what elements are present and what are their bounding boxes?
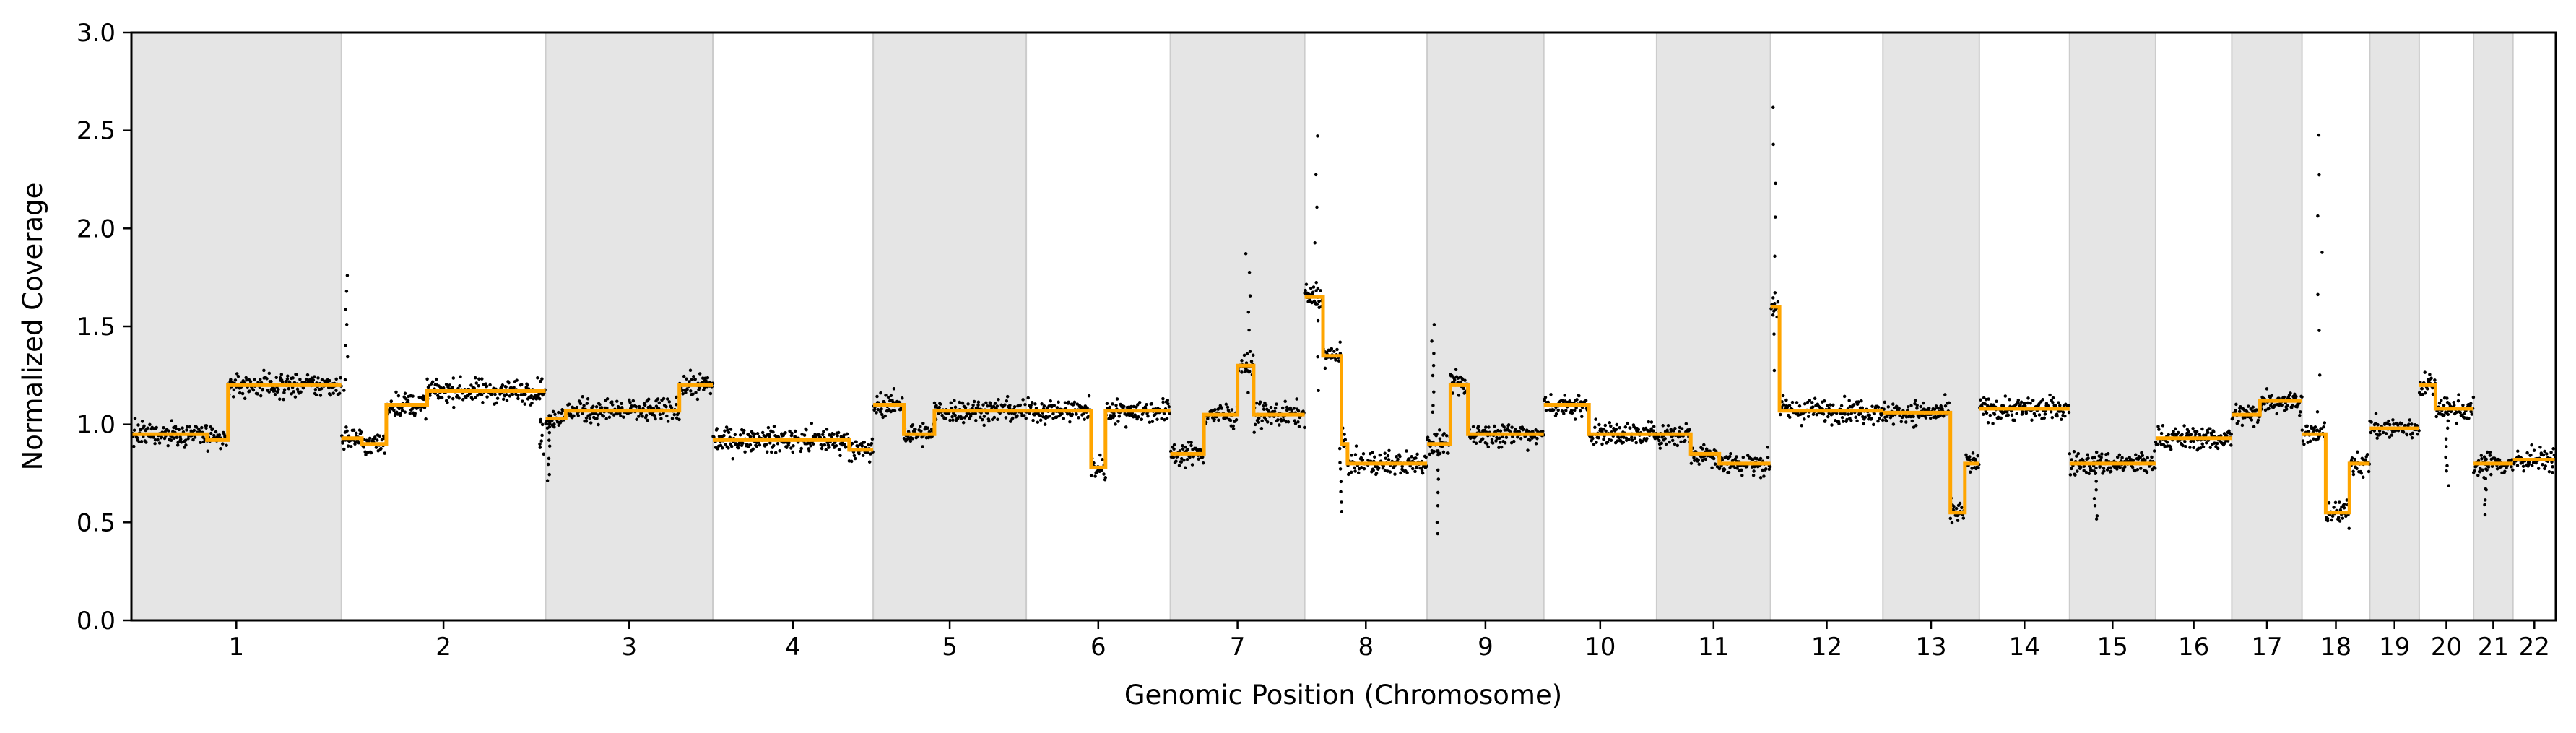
x-tick-label-chr3: 3 xyxy=(621,633,637,662)
x-tick-label-chr18: 18 xyxy=(2320,633,2351,662)
shade-band-chr11 xyxy=(1656,32,1771,620)
shade-band-chr21 xyxy=(2473,32,2513,620)
segment-chr20 xyxy=(2419,383,2474,411)
x-tick-label-chr7: 7 xyxy=(1230,633,1246,662)
points-chr4 xyxy=(711,421,875,464)
y-tick-label: 3.0 xyxy=(77,19,116,48)
points-chr8 xyxy=(1303,134,1428,513)
segment-chr9 xyxy=(1427,383,1544,446)
shade-band-chr7 xyxy=(1170,32,1305,620)
y-tick-label: 0.0 xyxy=(77,607,116,636)
x-tick-label-chr22: 22 xyxy=(2519,633,2550,662)
y-axis: 0.0 0.5 1.0 1.5 2.0 2.5 3.0 xyxy=(77,19,131,636)
x-tick-label-chr17: 17 xyxy=(2251,633,2282,662)
segment-lines xyxy=(131,295,2556,515)
shade-band-chr17 xyxy=(2232,32,2302,620)
shade-band-chr3 xyxy=(545,32,713,620)
x-tick-label-chr4: 4 xyxy=(785,633,801,662)
points-chr18 xyxy=(2300,133,2372,530)
x-tick-label-chr19: 19 xyxy=(2379,633,2410,662)
shade-band-chr19 xyxy=(2369,32,2419,620)
segment-chr12 xyxy=(1770,305,1883,413)
points-chr20 xyxy=(2417,370,2476,487)
y-tick-label: 2.5 xyxy=(77,117,116,146)
segment-chr3 xyxy=(545,383,713,420)
x-tick-label-chr15: 15 xyxy=(2097,633,2128,662)
x-tick-label-chr6: 6 xyxy=(1090,633,1106,662)
chromosome-shade-bands xyxy=(131,32,2514,620)
points-chr10 xyxy=(1543,392,1658,446)
x-tick-label-chr8: 8 xyxy=(1358,633,1374,662)
segment-chr18 xyxy=(2302,432,2370,515)
segment-chr5 xyxy=(873,403,1027,436)
shade-band-chr5 xyxy=(873,32,1027,620)
segment-chr10 xyxy=(1543,403,1657,436)
coverage-points xyxy=(130,105,2557,536)
x-tick-label-chr12: 12 xyxy=(1811,633,1842,662)
shade-band-chr9 xyxy=(1427,32,1544,620)
x-tick-label-chr5: 5 xyxy=(942,633,958,662)
x-tick-label-chr11: 11 xyxy=(1698,633,1729,662)
y-tick-label: 1.5 xyxy=(77,313,116,342)
y-tick-label: 1.0 xyxy=(77,411,116,440)
shade-band-chr1 xyxy=(131,32,342,620)
x-axis: 1 2 3 4 5 6 7 8 9 10 11 12 13 14 15 16 17 18 19 20 21 22 xyxy=(228,620,2550,662)
x-axis-label: Genomic Position (Chromosome) xyxy=(1124,680,1562,711)
x-tick-label-chr13: 13 xyxy=(1915,633,1946,662)
plot-frame xyxy=(130,31,2557,622)
segment-chr13 xyxy=(1883,410,1979,515)
shade-band-chr13 xyxy=(1883,32,1979,620)
x-tick-label-chr20: 20 xyxy=(2431,633,2462,662)
x-tick-label-chr21: 21 xyxy=(2478,633,2509,662)
segment-chr17 xyxy=(2232,399,2302,417)
points-chr2 xyxy=(340,274,547,456)
x-tick-label-chr10: 10 xyxy=(1584,633,1616,662)
segment-chr1 xyxy=(131,383,342,442)
x-tick-label-chr9: 9 xyxy=(1478,633,1493,662)
y-tick-label: 2.0 xyxy=(77,214,116,243)
x-tick-label-chr16: 16 xyxy=(2178,633,2209,662)
points-chr11 xyxy=(1655,422,1772,480)
y-tick-label: 0.5 xyxy=(77,508,116,537)
x-tick-label-chr1: 1 xyxy=(228,633,244,662)
segment-chr11 xyxy=(1656,432,1771,466)
segment-chr4 xyxy=(713,438,874,452)
x-tick-label-chr2: 2 xyxy=(435,633,451,662)
y-axis-label: Normalized Coverage xyxy=(17,183,48,471)
segment-chr7 xyxy=(1170,363,1305,456)
segment-chr8 xyxy=(1304,295,1428,466)
shade-band-chr15 xyxy=(2069,32,2156,620)
x-tick-label-chr14: 14 xyxy=(2009,633,2040,662)
points-chr12 xyxy=(1769,105,1885,428)
segment-chr2 xyxy=(341,389,546,446)
segment-chr6 xyxy=(1026,409,1171,469)
